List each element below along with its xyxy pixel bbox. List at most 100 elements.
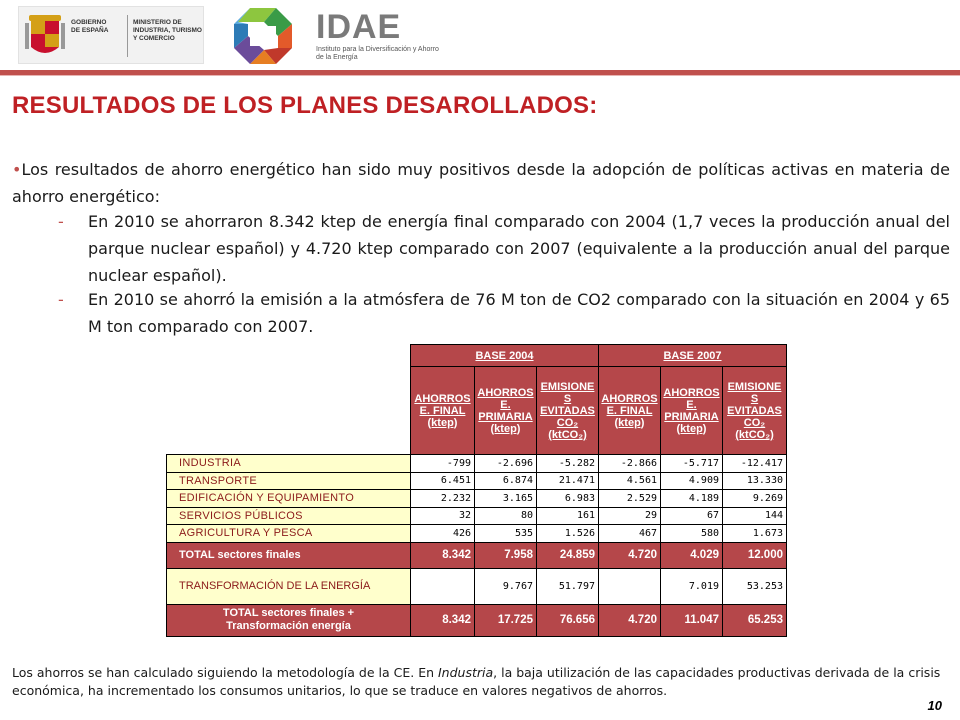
table-cell: -799 [410, 454, 475, 473]
table-cell: 6.451 [410, 471, 475, 490]
idae-logo: IDAE Instituto para la Diversificación y… [220, 4, 439, 66]
column-header-line: E. [686, 398, 697, 411]
header-divider [0, 70, 960, 75]
table-cell: 1.526 [536, 524, 599, 543]
coat-of-arms-icon [25, 15, 65, 53]
group-header-base-2007: BASE 2007 [598, 344, 787, 367]
table-cell: 535 [474, 524, 537, 543]
bullet-item-1: En 2010 se ahorraron 8.342 ktep de energ… [88, 212, 950, 285]
slide-title: RESULTADOS DE LOS PLANES DESAROLLADOS: [12, 92, 598, 119]
page-number: 10 [927, 698, 942, 713]
table-cell: 29 [598, 506, 661, 525]
row-label: SERVICIOS PÚBLICOS [166, 506, 411, 525]
table-row: TOTAL sectores finales 8.342 7.958 24.859 4.… [166, 541, 787, 569]
table-cell: 13.330 [722, 471, 787, 490]
table-row: INDUSTRIA -799 -2.696 -5.282 -2.866 -5.717 -12… [166, 454, 787, 473]
idae-emblem-icon [234, 8, 292, 64]
column-header-line: PRIMARIA [478, 410, 533, 423]
column-header: AHORROS E. FINAL (ktep) [410, 366, 475, 455]
table-cell: 53.253 [722, 567, 787, 605]
table-cell: 426 [410, 524, 475, 543]
column-header-line: AHORROS [601, 392, 658, 405]
table-cell: 7.958 [474, 541, 537, 569]
table-cell: 32 [410, 506, 475, 525]
column-header-line: (ktep) [614, 416, 645, 429]
column-header-line: S [563, 392, 572, 405]
table-cell: 3.165 [474, 489, 537, 508]
table-cell: 12.000 [722, 541, 787, 569]
table-row: TRANSPORTE 6.451 6.874 21.471 4.561 4.909 13.3… [166, 471, 787, 490]
table-cell: 17.725 [474, 603, 537, 637]
table-cell: 4.720 [598, 603, 661, 637]
column-header: AHORROS E. PRIMARIA (ktep) [474, 366, 537, 455]
table-cell: 2.232 [410, 489, 475, 508]
column-header-line: AHORROS [663, 386, 720, 399]
row-label: EDIFICACIÓN Y EQUIPAMIENTO [166, 489, 411, 508]
table-cell: 8.342 [410, 603, 475, 637]
dash-icon: - [58, 212, 64, 231]
header-divider-shadow [0, 75, 960, 76]
table-row: EDIFICACIÓN Y EQUIPAMIENTO 2.232 3.165 6.98… [166, 489, 787, 508]
column-header: EMISIONE S EVITADAS CO₂ (ktCO₂) [536, 366, 599, 455]
table-cell: 161 [536, 506, 599, 525]
footnote-text-2: , la baja utilización de las capacidades… [12, 665, 941, 698]
row-label-line: TOTAL sectores finales + [222, 607, 355, 619]
idae-subtitle: Instituto para la Diversificación y Ahor… [316, 46, 439, 61]
table-cell: 7.019 [660, 567, 723, 605]
column-header-line: E. FINAL [419, 404, 466, 417]
column-header-line: E. [500, 398, 511, 411]
table-cell: 51.797 [536, 567, 599, 605]
table-cell: 11.047 [660, 603, 723, 637]
table-cell: -2.696 [474, 454, 537, 473]
column-header-line: (ktep) [490, 422, 521, 435]
column-header-line: S [750, 392, 759, 405]
grand-total-label: TOTAL sectores finales + Transformación e… [166, 603, 411, 637]
column-header-line: E. FINAL [606, 404, 653, 417]
table-cell: 144 [722, 506, 787, 525]
table-cell: -2.866 [598, 454, 661, 473]
table-cell: 4.189 [660, 489, 723, 508]
column-header-line: EVITADAS [540, 404, 595, 417]
column-header-line: CO₂ [556, 416, 579, 429]
table-cell [598, 567, 661, 605]
intro-text: Los resultados de ahorro energético han … [12, 160, 950, 206]
column-header-line: (ktCO₂) [548, 428, 587, 441]
table-cell: 1.673 [722, 524, 787, 543]
table-cell: -5.282 [536, 454, 599, 473]
bullet-icon: • [12, 160, 22, 179]
idae-wordmark: IDAE [316, 8, 402, 46]
government-logo: GOBIERNO DE ESPAÑA MINISTERIO DE INDUSTR… [18, 6, 204, 64]
government-label: GOBIERNO DE ESPAÑA [71, 19, 109, 34]
column-header-line: (ktCO₂) [735, 428, 774, 441]
footnote-text-1: Los ahorros se han calculado siguiendo l… [12, 665, 438, 680]
row-label: TRANSPORTE [166, 471, 411, 490]
table-row: AGRICULTURA Y PESCA 426 535 1.526 467 580 1.67… [166, 524, 787, 543]
row-label: AGRICULTURA Y PESCA [166, 524, 411, 543]
row-label: INDUSTRIA [166, 454, 411, 473]
column-header-line: CO₂ [743, 416, 766, 429]
table-cell: 6.874 [474, 471, 537, 490]
footnote: Los ahorros se han calculado siguiendo l… [12, 664, 942, 700]
table-cell: -12.417 [722, 454, 787, 473]
group-header-base-2004: BASE 2004 [410, 344, 599, 367]
table-group-header-row: BASE 2004 BASE 2007 [167, 344, 787, 367]
table-cell: 67 [660, 506, 723, 525]
table-column-header-row: AHORROS E. FINAL (ktep) AHORROS E. PRIMARIA (k… [167, 366, 787, 455]
table-cell: 21.471 [536, 471, 599, 490]
column-header: AHORROS E. PRIMARIA (ktep) [660, 366, 723, 455]
table-row: SERVICIOS PÚBLICOS 32 80 161 29 67 144 [166, 506, 787, 525]
table-cell: 24.859 [536, 541, 599, 569]
table-cell: 80 [474, 506, 537, 525]
column-header-line: EVITADAS [727, 404, 782, 417]
column-header: AHORROS E. FINAL (ktep) [598, 366, 661, 455]
table-cell: 580 [660, 524, 723, 543]
column-header-line: (ktep) [676, 422, 707, 435]
column-header: EMISIONE S EVITADAS CO₂ (ktCO₂) [722, 366, 787, 455]
table-cell: 4.561 [598, 471, 661, 490]
table-cell: 8.342 [410, 541, 475, 569]
table-cell: 9.269 [722, 489, 787, 508]
table-corner [167, 345, 411, 455]
table-cell: 4.720 [598, 541, 661, 569]
table-row: TOTAL sectores finales + Transformación e… [166, 603, 787, 637]
intro-paragraph: •Los resultados de ahorro energético han… [12, 156, 950, 210]
